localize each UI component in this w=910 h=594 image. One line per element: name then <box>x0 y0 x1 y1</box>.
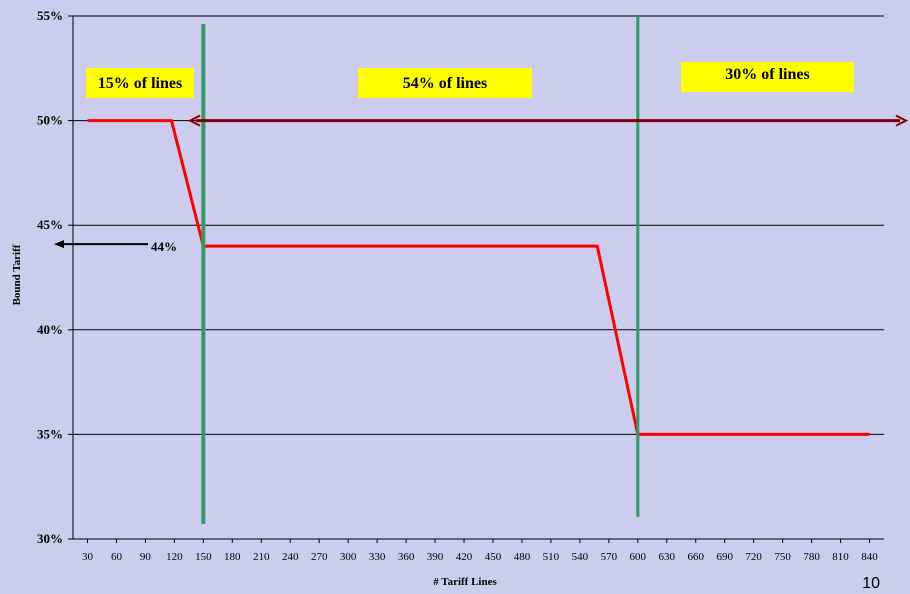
region-label: 30% of lines <box>725 66 809 83</box>
x-tick-label: 60 <box>111 551 123 563</box>
x-axis-label: # Tariff Lines <box>433 576 497 588</box>
y-tick-label: 40% <box>37 322 63 337</box>
y-tick-label: 45% <box>37 217 63 232</box>
y-tick-label: 50% <box>37 113 63 128</box>
x-tick-label: 210 <box>253 551 270 563</box>
page-number: 10 <box>862 575 880 593</box>
x-tick-label: 690 <box>716 551 733 563</box>
x-tick-label: 780 <box>803 551 820 563</box>
x-tick-label: 570 <box>601 551 618 563</box>
x-tick-label: 360 <box>398 551 415 563</box>
x-tick-labels: 30 60 90 120 150 180 210 240 270 300 330 360 390 420 4… <box>82 551 878 563</box>
x-tick-label: 450 <box>485 551 502 563</box>
x-tick-label: 270 <box>311 551 328 563</box>
region-label: 15% of lines <box>98 75 182 92</box>
x-tick-label: 150 <box>195 551 212 563</box>
x-tick-label: 600 <box>630 551 647 563</box>
x-tick-label: 180 <box>224 551 241 563</box>
short-arrow-label: 44% <box>151 239 177 254</box>
x-tick-label: 510 <box>543 551 560 563</box>
x-tick-label: 240 <box>282 551 299 563</box>
x-tick-label: 30 <box>82 551 94 563</box>
y-tick-label: 30% <box>37 531 63 546</box>
x-tick-label: 540 <box>572 551 589 563</box>
region-label: 54% of lines <box>403 75 487 92</box>
x-tick-label: 330 <box>369 551 386 563</box>
y-tick-label: 35% <box>37 426 63 441</box>
x-tick-label: 480 <box>514 551 531 563</box>
y-axis-label: Bound Tariff <box>11 244 23 305</box>
x-tick-label: 810 <box>832 551 849 563</box>
x-tick-label: 90 <box>140 551 152 563</box>
short-arrow-head <box>54 240 64 248</box>
x-tick-label: 840 <box>861 551 878 563</box>
x-tick-label: 390 <box>427 551 444 563</box>
x-tick-label: 720 <box>745 551 762 563</box>
x-tick-label: 630 <box>659 551 676 563</box>
y-tick-labels: 30% 35% 40% 45% 50% 55% <box>37 8 63 546</box>
y-tick-label: 55% <box>37 8 63 23</box>
x-tick-label: 420 <box>456 551 473 563</box>
x-tick-label: 120 <box>166 551 183 563</box>
x-tick-label: 300 <box>340 551 357 563</box>
annotations: 44% <box>54 116 906 255</box>
x-tick-label: 660 <box>687 551 704 563</box>
region-labels: 15% of lines 54% of lines 30% of lines <box>86 62 854 98</box>
x-tick-label: 750 <box>774 551 791 563</box>
